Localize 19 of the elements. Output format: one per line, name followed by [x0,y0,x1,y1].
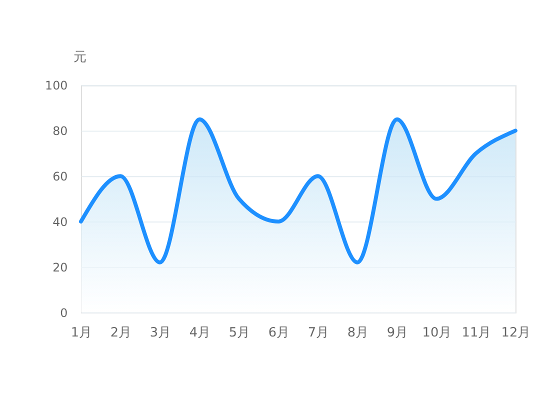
x-tick-label: 12月 [501,326,531,341]
y-tick-label: 60 [52,170,68,184]
y-tick-label: 100 [45,78,68,93]
y-tick-label: 20 [52,260,68,274]
y-axis-title: 元 [74,50,87,66]
y-tick-label: 40 [52,214,68,229]
x-tick-label: 3月 [150,326,172,341]
x-tick-label: 10月 [422,326,452,341]
x-tick-label: 5月 [228,326,250,341]
x-tick-label: 6月 [268,326,290,341]
x-tick-label: 2月 [110,326,132,341]
x-tick-label: 11月 [462,326,492,341]
x-tick-label: 7月 [308,326,330,341]
x-tick-label: 9月 [386,326,408,341]
x-tick-label: 8月 [347,326,369,341]
y-tick-label: 80 [52,124,68,138]
x-tick-label: 4月 [189,326,211,341]
x-tick-label: 1月 [70,326,92,341]
y-tick-label: 0 [60,306,68,320]
